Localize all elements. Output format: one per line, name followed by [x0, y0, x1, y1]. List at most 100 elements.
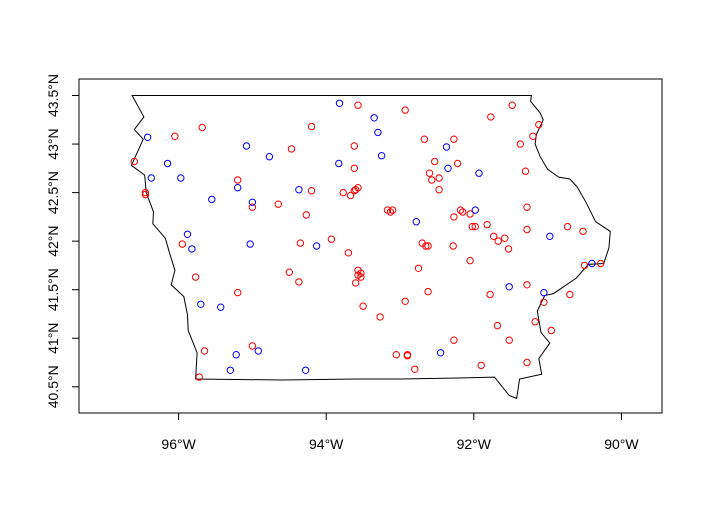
station-point	[493, 321, 502, 330]
x-tick-label: 90°W	[604, 436, 639, 452]
station-point	[494, 237, 502, 245]
station-point	[183, 230, 192, 239]
station-point	[295, 186, 303, 194]
station-point	[414, 264, 423, 272]
station-point	[428, 176, 436, 184]
station-point	[422, 242, 430, 250]
station-point	[501, 234, 509, 242]
x-tick-label: 96°W	[161, 436, 196, 452]
y-tick-label: 41°N	[45, 323, 61, 354]
y-tick-label: 43.5°N	[45, 74, 61, 117]
station-point	[217, 303, 225, 311]
station-point	[232, 351, 240, 359]
station-point	[188, 245, 196, 253]
station-point	[523, 203, 531, 211]
station-point	[401, 106, 409, 114]
station-point	[226, 366, 235, 374]
y-axis: 40.5°N 41°N 41.5°N 42°N 42.5°N 43°N 43.5°N	[45, 74, 79, 408]
iowa-state-boundary	[130, 95, 611, 400]
station-point	[436, 349, 445, 357]
station-point	[521, 167, 530, 175]
station-point	[198, 123, 206, 132]
station-point	[163, 159, 172, 168]
station-point	[424, 242, 432, 250]
station-point	[431, 157, 439, 166]
station-point	[450, 213, 458, 221]
station-point	[466, 256, 474, 265]
station-point	[178, 240, 187, 248]
station-point	[274, 200, 282, 208]
station-point	[450, 135, 458, 143]
station-point	[449, 242, 457, 250]
station-point	[195, 373, 204, 381]
station-point	[346, 191, 355, 200]
station-point	[171, 132, 179, 141]
station-point	[234, 184, 242, 192]
station-point	[547, 326, 555, 335]
station-point	[401, 297, 409, 305]
station-point	[424, 287, 432, 296]
station-point	[141, 188, 150, 197]
station-point	[411, 365, 419, 373]
station-point	[392, 351, 400, 359]
station-point	[588, 259, 596, 268]
station-point	[508, 101, 516, 109]
station-point	[191, 273, 200, 281]
station-point	[563, 222, 572, 231]
station-point	[248, 203, 257, 211]
station-points	[130, 99, 605, 381]
station-point	[312, 242, 321, 250]
station-point	[546, 232, 554, 241]
station-point	[285, 268, 293, 276]
station-point	[344, 249, 353, 257]
station-point	[296, 239, 305, 247]
station-point	[301, 366, 310, 374]
station-point	[359, 302, 367, 310]
station-point	[453, 159, 462, 168]
station-point	[265, 153, 274, 161]
station-point	[531, 318, 539, 326]
station-point	[523, 225, 531, 234]
station-point	[459, 208, 467, 216]
station-point	[357, 269, 365, 277]
station-point	[352, 279, 360, 287]
station-point	[420, 135, 429, 143]
station-point	[504, 245, 513, 253]
station-point	[350, 164, 358, 173]
station-point	[490, 232, 498, 241]
station-point	[374, 128, 382, 137]
station-point	[486, 290, 494, 299]
station-point	[566, 290, 574, 299]
station-point	[254, 347, 262, 355]
y-tick-label: 41.5°N	[45, 268, 61, 311]
station-point	[516, 140, 524, 148]
station-point	[386, 208, 395, 216]
plot-frame	[78, 78, 663, 414]
y-tick-label: 42°N	[45, 226, 61, 257]
station-point	[535, 120, 543, 129]
station-point	[442, 143, 451, 151]
station-point	[468, 222, 476, 231]
station-point	[352, 186, 360, 194]
station-point	[435, 174, 443, 182]
station-point	[444, 164, 452, 173]
station-point	[287, 145, 296, 153]
station-point	[234, 176, 242, 184]
station-point	[302, 211, 310, 219]
station-point	[327, 235, 336, 243]
station-point	[295, 278, 303, 286]
station-point	[242, 142, 251, 150]
station-point	[141, 190, 150, 199]
station-point	[540, 288, 548, 297]
station-point	[523, 358, 531, 367]
station-point	[307, 122, 316, 131]
station-point	[471, 206, 479, 214]
station-point	[523, 281, 531, 289]
station-point	[246, 240, 254, 248]
station-point	[450, 336, 458, 344]
station-point	[307, 187, 316, 195]
station-point	[200, 347, 209, 355]
station-point	[505, 336, 513, 344]
station-point	[505, 283, 513, 291]
